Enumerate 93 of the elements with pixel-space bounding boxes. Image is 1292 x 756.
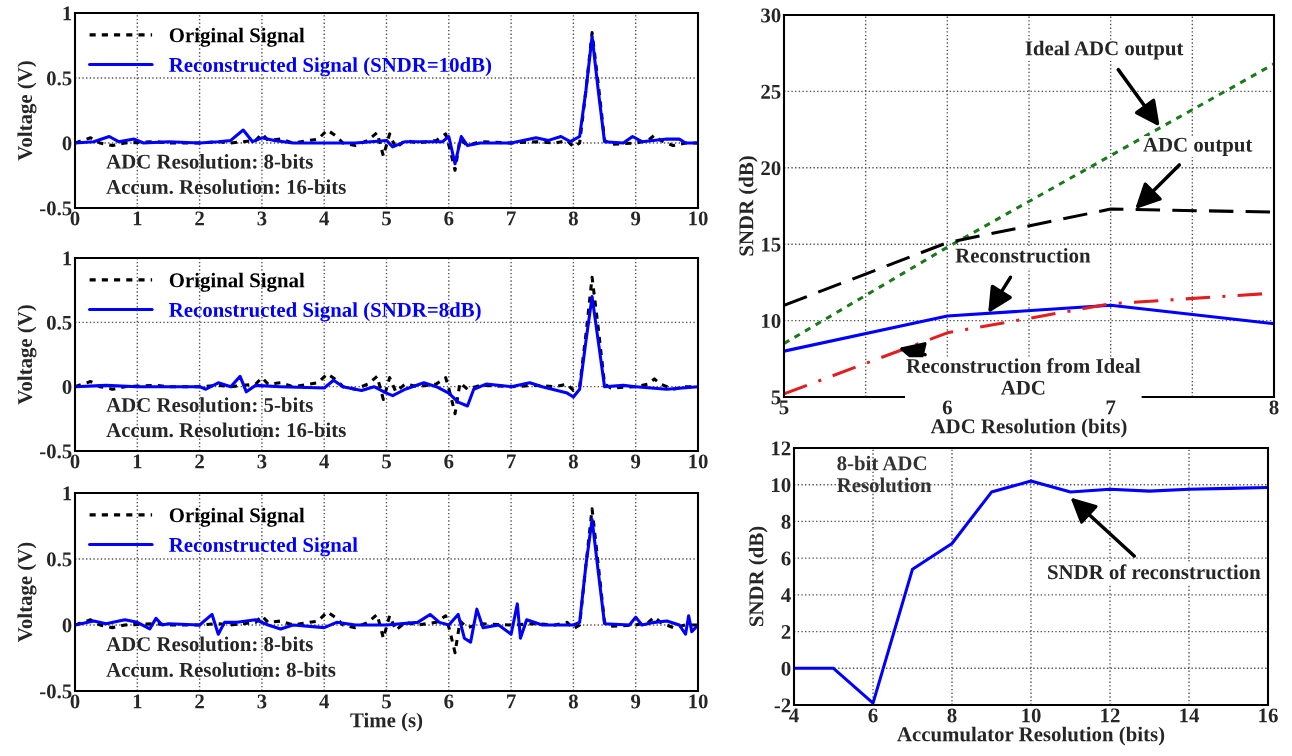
x-tick-label: 3	[257, 694, 267, 709]
x-tick-label: 1	[133, 694, 142, 709]
x-tick-label: 7	[507, 211, 516, 226]
y-tick-label: 4	[781, 588, 791, 603]
x-tick-label: 5	[382, 454, 391, 469]
y-tick-label: 8	[781, 514, 791, 529]
annotation: ADC Resolution: 5-bits	[106, 397, 313, 413]
y-tick-label: 0	[62, 380, 72, 395]
x-tick-label: 1	[133, 454, 142, 469]
x-tick-label: 6	[444, 694, 454, 709]
y-tick-label: 0.5	[46, 315, 72, 330]
x-tick-label: 8	[568, 694, 578, 709]
annotation: Reconstruction	[955, 247, 1091, 263]
x-tick-label: 1	[133, 211, 142, 226]
x-tick-label: 10	[1022, 708, 1041, 723]
line-series	[784, 62, 1274, 346]
y-tick-label: 12	[772, 441, 791, 456]
y-tick-label: 2	[781, 625, 791, 639]
y-tick-label: 0	[62, 618, 72, 633]
annotation: ADC Resolution: 8-bits	[106, 154, 313, 169]
y-axis-title: SNDR (dB)	[738, 156, 758, 256]
x-tick-label: 4	[319, 211, 330, 226]
x-tick-label: 3	[257, 454, 267, 469]
y-axis-title: SNDR (dB)	[748, 526, 768, 627]
y-tick-label: 0	[781, 661, 791, 676]
annotation: Accum. Resolution: 8-bits	[106, 662, 336, 677]
x-tick-label: 9	[631, 694, 641, 709]
y-tick-label: 10	[762, 313, 781, 329]
x-tick-label: 7	[1106, 400, 1116, 415]
x-tick-label: 14	[1180, 708, 1200, 723]
x-tick-label: 9	[631, 211, 641, 226]
x-tick-label: 6	[942, 400, 952, 415]
x-tick-label: 4	[319, 454, 330, 469]
x-tick-label: 8	[568, 454, 578, 469]
x-tick-label: 8	[1269, 400, 1279, 415]
legend-label: Original Signal	[169, 507, 305, 527]
y-tick-label: 5	[771, 390, 781, 405]
x-tick-label: 16	[1259, 708, 1278, 723]
y-tick-label: 1	[63, 6, 72, 21]
x-tick-label: 10	[689, 211, 708, 226]
x-tick-label: 2	[195, 694, 204, 709]
x-tick-label: 7	[507, 694, 516, 709]
x-axis-title: ADC Resolution (bits)	[930, 418, 1127, 438]
y-axis-title: Voltage (V)	[17, 305, 37, 405]
x-axis-title: Time (s)	[350, 712, 423, 732]
x-tick-label: 5	[382, 211, 391, 226]
x-tick-label: 4	[319, 694, 330, 709]
annotation: Accum. Resolution: 16-bits	[106, 179, 346, 195]
y-tick-label: 20	[761, 161, 781, 176]
y-axis-title: Voltage (V)	[17, 61, 37, 161]
x-tick-label: 12	[1101, 708, 1120, 723]
y-tick-label: 25	[761, 84, 781, 99]
annotation: SNDR of reconstruction	[1048, 564, 1261, 580]
y-tick-label: 0	[62, 136, 72, 151]
x-axis-title: Accumulator Resolution (bits)	[897, 726, 1165, 746]
y-tick-label: -2	[774, 698, 791, 713]
annotation: ADC Resolution: 8-bits	[106, 636, 313, 652]
legend-label: Original Signal	[169, 272, 305, 292]
annotation: Accum. Resolution: 16-bits	[106, 422, 346, 438]
y-tick-label: 1	[63, 486, 72, 501]
x-tick-label: 8	[947, 708, 957, 723]
legend-label: Reconstructed Signal (SNDR=8dB)	[169, 302, 481, 322]
x-tick-label: 5	[382, 694, 391, 709]
x-tick-label: 2	[195, 211, 204, 226]
x-tick-label: 6	[868, 708, 878, 723]
legend-label: Reconstructed Signal (SNDR=10dB)	[169, 57, 492, 77]
y-axis-title: Voltage (V)	[17, 542, 37, 643]
x-tick-label: 10	[689, 454, 708, 469]
y-tick-label: 15	[762, 237, 781, 252]
annotation: Ideal ADC output	[1025, 40, 1184, 60]
x-tick-label: 2	[195, 454, 204, 469]
y-tick-label: 6	[781, 551, 791, 566]
y-tick-label: 10	[772, 478, 791, 493]
y-tick-label: 0.5	[46, 552, 72, 567]
line-series	[784, 303, 1274, 353]
y-tick-label: -0.5	[40, 444, 72, 459]
legend-label: Original Signal	[169, 27, 305, 47]
y-tick-label: 1	[63, 251, 72, 266]
x-tick-label: 7	[507, 454, 516, 469]
x-tick-label: 6	[444, 454, 454, 469]
x-tick-label: 6	[444, 211, 454, 226]
x-tick-label: 10	[689, 694, 708, 709]
y-tick-label: -0.5	[40, 201, 72, 216]
y-tick-label: -0.5	[40, 684, 72, 699]
annotation: Reconstruction from Ideal ADC	[906, 358, 1141, 395]
annotation: ADC output	[1143, 137, 1253, 156]
x-tick-label: 9	[631, 454, 641, 469]
annotation: 8-bit ADC Resolution	[837, 455, 932, 493]
x-tick-label: 3	[257, 211, 267, 226]
legend-label: Reconstructed Signal	[169, 537, 358, 557]
y-tick-label: 30	[761, 8, 781, 23]
x-tick-label: 8	[568, 211, 578, 226]
y-tick-label: 0.5	[46, 71, 72, 86]
